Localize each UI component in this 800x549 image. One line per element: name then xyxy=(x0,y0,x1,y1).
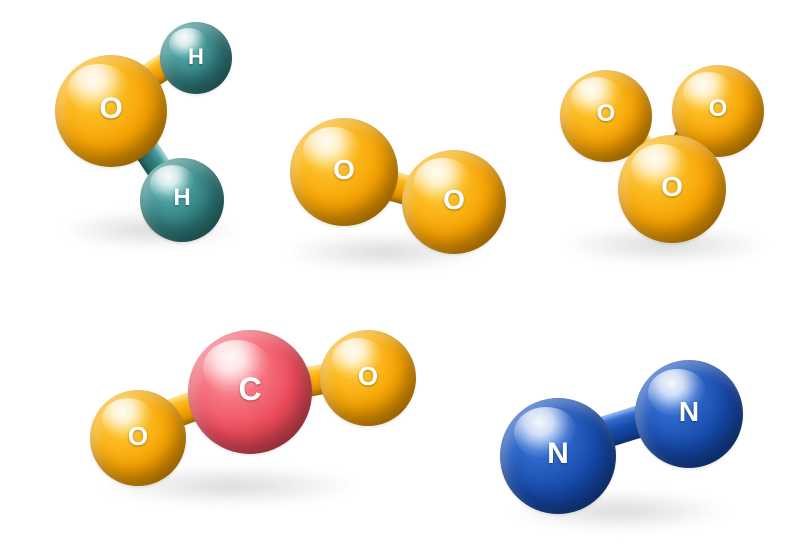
oxygen-o2-atom-o-1: O xyxy=(402,150,506,254)
atom-label: O xyxy=(672,95,764,123)
water-h2o-atom-o-0: O xyxy=(55,55,167,167)
oxygen-o2-atom-o-0: O xyxy=(290,118,398,226)
atom-label: O xyxy=(560,100,652,128)
atom-label: O xyxy=(55,92,167,126)
atom-label: N xyxy=(635,396,743,428)
atom-label: O xyxy=(290,154,398,186)
water-h2o-atom-h-1: H xyxy=(160,22,232,94)
atom-label: O xyxy=(618,171,726,203)
carbon-dioxide-co2-atom-c-1: C xyxy=(188,330,312,454)
atom-label: O xyxy=(402,184,506,216)
nitrogen-n2-atom-n-0: N xyxy=(500,398,616,514)
atom-label: O xyxy=(90,421,186,452)
atom-label: C xyxy=(188,371,312,408)
carbon-dioxide-co2-atom-o-2: O xyxy=(320,330,416,426)
nitrogen-n2-atom-n-1: N xyxy=(635,360,743,468)
atom-label: O xyxy=(320,361,416,392)
carbon-dioxide-co2-atom-o-0: O xyxy=(90,390,186,486)
molecule-illustration: OHHOOOOOOCONN xyxy=(0,0,800,549)
water-h2o-atom-h-2: H xyxy=(140,158,224,242)
atom-label: H xyxy=(160,44,232,70)
atom-label: N xyxy=(500,437,616,471)
ozone-o3-atom-o-2: O xyxy=(618,135,726,243)
atom-label: H xyxy=(140,184,224,212)
